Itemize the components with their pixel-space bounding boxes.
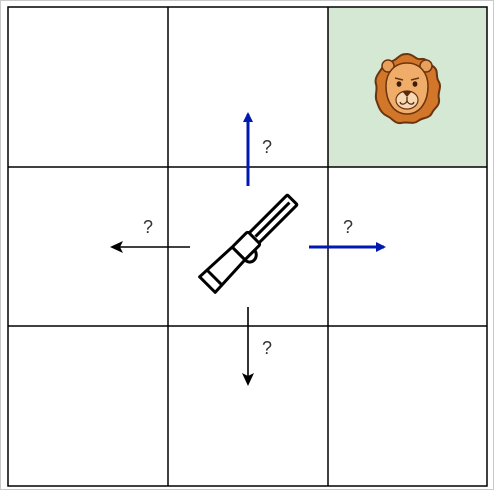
move-label-right: ? bbox=[343, 217, 353, 237]
move-label-up: ? bbox=[262, 137, 272, 157]
rifle-icon bbox=[200, 192, 304, 296]
move-label-left: ? bbox=[143, 217, 153, 237]
move-arrow-left bbox=[110, 241, 190, 253]
lion-face-icon bbox=[376, 54, 440, 123]
move-arrow-down bbox=[242, 307, 254, 386]
move-label-down: ? bbox=[262, 338, 272, 358]
